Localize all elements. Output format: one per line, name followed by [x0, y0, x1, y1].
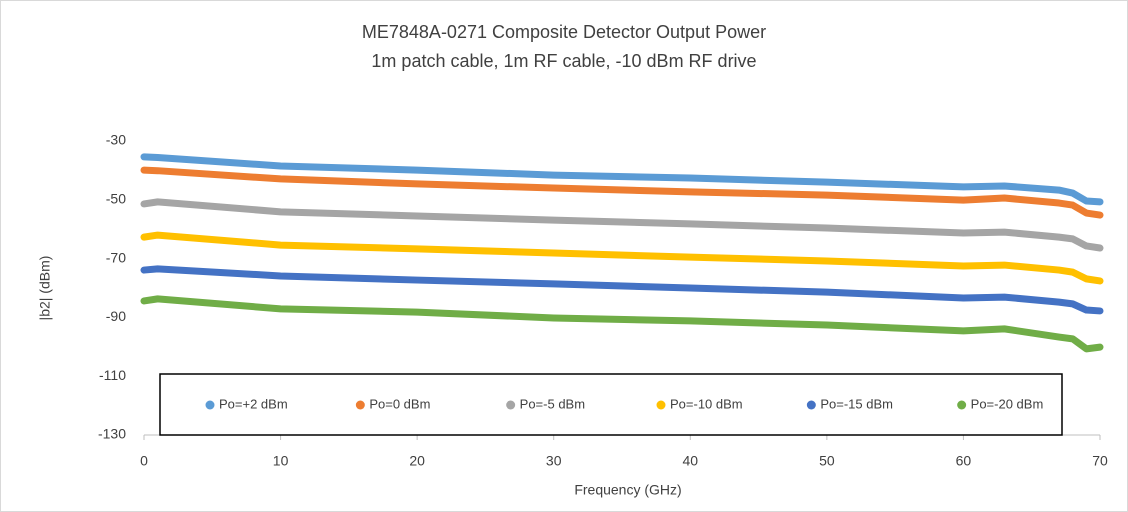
legend-label: Po=-5 dBm — [520, 396, 585, 411]
series-line — [140, 153, 1104, 206]
y-tick-label: -50 — [106, 191, 126, 207]
y-tick-label: -30 — [106, 132, 126, 148]
series-line — [140, 295, 1104, 353]
chart-title: ME7848A-0271 Composite Detector Output P… — [362, 22, 766, 42]
x-tick-label: 10 — [273, 453, 289, 469]
x-tick-label: 20 — [409, 453, 425, 469]
legend-marker — [806, 400, 816, 410]
series-line — [140, 166, 1104, 219]
chart-subtitle: 1m patch cable, 1m RF cable, -10 dBm RF … — [371, 51, 756, 71]
legend-marker — [506, 400, 516, 410]
legend-label: Po=-15 dBm — [820, 396, 893, 411]
legend-label: Po=-20 dBm — [971, 396, 1044, 411]
y-tick-label: -130 — [98, 426, 126, 442]
y-tick-label: -90 — [106, 308, 126, 324]
legend-label: Po=+2 dBm — [219, 396, 288, 411]
x-tick-label: 60 — [956, 453, 972, 469]
x-axis-label: Frequency (GHz) — [574, 482, 681, 498]
y-tick-label: -110 — [99, 367, 126, 383]
series-line — [140, 265, 1104, 315]
series-line — [140, 198, 1104, 252]
y-axis-label: |b2| (dBm) — [37, 256, 53, 321]
y-tick-label: -70 — [106, 249, 126, 265]
x-tick-label: 50 — [819, 453, 835, 469]
x-tick-label: 0 — [140, 453, 148, 469]
legend-label: Po=-10 dBm — [670, 396, 743, 411]
legend-box — [159, 373, 1063, 436]
x-tick-label: 70 — [1092, 453, 1108, 469]
x-tick-label: 40 — [682, 453, 698, 469]
series-line — [140, 231, 1104, 285]
legend-marker — [656, 400, 666, 410]
x-tick-label: 30 — [546, 453, 562, 469]
legend-label: Po=0 dBm — [369, 396, 430, 411]
legend-marker — [957, 400, 967, 410]
legend-marker — [205, 400, 215, 410]
legend-marker — [355, 400, 365, 410]
